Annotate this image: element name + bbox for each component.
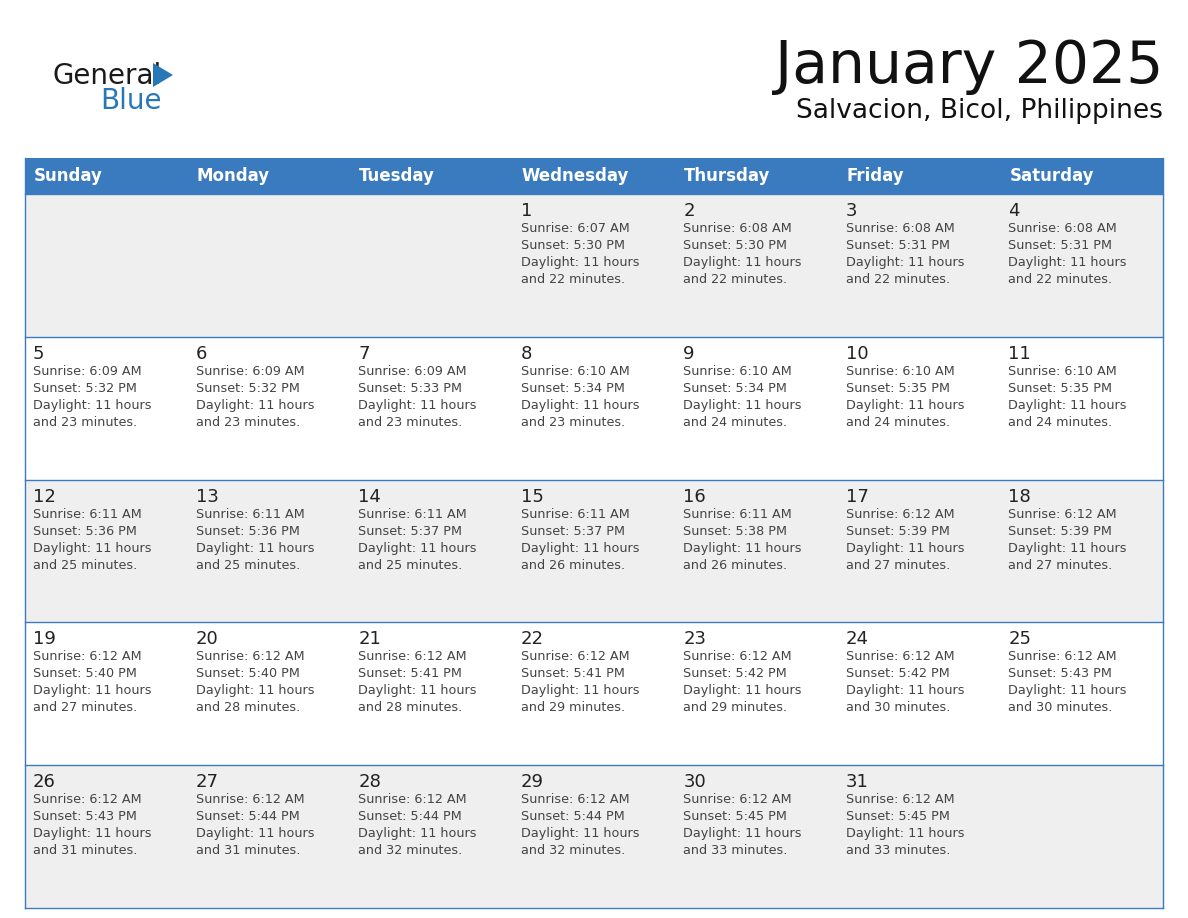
Text: 21: 21: [358, 631, 381, 648]
Bar: [25, 766, 1163, 908]
Text: 12: 12: [33, 487, 56, 506]
Text: Sunrise: 6:12 AM
Sunset: 5:40 PM
Daylight: 11 hours
and 28 minutes.: Sunrise: 6:12 AM Sunset: 5:40 PM Dayligh…: [196, 650, 314, 714]
Text: Friday: Friday: [847, 167, 904, 185]
Text: 27: 27: [196, 773, 219, 791]
Text: 17: 17: [846, 487, 868, 506]
Text: Sunrise: 6:11 AM
Sunset: 5:36 PM
Daylight: 11 hours
and 25 minutes.: Sunrise: 6:11 AM Sunset: 5:36 PM Dayligh…: [33, 508, 152, 572]
Bar: [25, 194, 1163, 337]
Text: Sunrise: 6:12 AM
Sunset: 5:43 PM
Daylight: 11 hours
and 30 minutes.: Sunrise: 6:12 AM Sunset: 5:43 PM Dayligh…: [1009, 650, 1127, 714]
Text: Sunrise: 6:12 AM
Sunset: 5:41 PM
Daylight: 11 hours
and 29 minutes.: Sunrise: 6:12 AM Sunset: 5:41 PM Dayligh…: [520, 650, 639, 714]
Text: Sunrise: 6:08 AM
Sunset: 5:30 PM
Daylight: 11 hours
and 22 minutes.: Sunrise: 6:08 AM Sunset: 5:30 PM Dayligh…: [683, 222, 802, 286]
Text: Tuesday: Tuesday: [359, 167, 435, 185]
Text: January 2025: January 2025: [775, 38, 1163, 95]
Bar: [25, 158, 188, 194]
Text: Sunrise: 6:12 AM
Sunset: 5:44 PM
Daylight: 11 hours
and 31 minutes.: Sunrise: 6:12 AM Sunset: 5:44 PM Dayligh…: [196, 793, 314, 857]
Text: Blue: Blue: [100, 87, 162, 115]
Text: 4: 4: [1009, 202, 1020, 220]
Text: 23: 23: [683, 631, 707, 648]
Bar: [675, 158, 838, 194]
Text: Salvacion, Bicol, Philippines: Salvacion, Bicol, Philippines: [796, 98, 1163, 124]
Text: 2: 2: [683, 202, 695, 220]
Text: Sunrise: 6:09 AM
Sunset: 5:33 PM
Daylight: 11 hours
and 23 minutes.: Sunrise: 6:09 AM Sunset: 5:33 PM Dayligh…: [358, 364, 476, 429]
Text: Sunrise: 6:12 AM
Sunset: 5:40 PM
Daylight: 11 hours
and 27 minutes.: Sunrise: 6:12 AM Sunset: 5:40 PM Dayligh…: [33, 650, 152, 714]
Text: Sunrise: 6:12 AM
Sunset: 5:41 PM
Daylight: 11 hours
and 28 minutes.: Sunrise: 6:12 AM Sunset: 5:41 PM Dayligh…: [358, 650, 476, 714]
Text: 28: 28: [358, 773, 381, 791]
Text: Sunrise: 6:10 AM
Sunset: 5:35 PM
Daylight: 11 hours
and 24 minutes.: Sunrise: 6:10 AM Sunset: 5:35 PM Dayligh…: [1009, 364, 1127, 429]
Bar: [513, 158, 675, 194]
Text: Sunrise: 6:12 AM
Sunset: 5:39 PM
Daylight: 11 hours
and 27 minutes.: Sunrise: 6:12 AM Sunset: 5:39 PM Dayligh…: [1009, 508, 1127, 572]
Text: Sunrise: 6:10 AM
Sunset: 5:35 PM
Daylight: 11 hours
and 24 minutes.: Sunrise: 6:10 AM Sunset: 5:35 PM Dayligh…: [846, 364, 965, 429]
Text: Sunday: Sunday: [34, 167, 103, 185]
Polygon shape: [153, 63, 173, 87]
Text: Sunrise: 6:12 AM
Sunset: 5:45 PM
Daylight: 11 hours
and 33 minutes.: Sunrise: 6:12 AM Sunset: 5:45 PM Dayligh…: [683, 793, 802, 857]
Text: Sunrise: 6:12 AM
Sunset: 5:39 PM
Daylight: 11 hours
and 27 minutes.: Sunrise: 6:12 AM Sunset: 5:39 PM Dayligh…: [846, 508, 965, 572]
Text: 7: 7: [358, 345, 369, 363]
Text: Saturday: Saturday: [1010, 167, 1094, 185]
Text: Sunrise: 6:11 AM
Sunset: 5:37 PM
Daylight: 11 hours
and 26 minutes.: Sunrise: 6:11 AM Sunset: 5:37 PM Dayligh…: [520, 508, 639, 572]
Text: Sunrise: 6:12 AM
Sunset: 5:42 PM
Daylight: 11 hours
and 29 minutes.: Sunrise: 6:12 AM Sunset: 5:42 PM Dayligh…: [683, 650, 802, 714]
Text: 29: 29: [520, 773, 544, 791]
Bar: [25, 622, 1163, 766]
Text: Monday: Monday: [196, 167, 270, 185]
Bar: [25, 337, 1163, 479]
Text: 8: 8: [520, 345, 532, 363]
Text: 5: 5: [33, 345, 44, 363]
Text: 30: 30: [683, 773, 706, 791]
Text: 24: 24: [846, 631, 868, 648]
Bar: [1000, 158, 1163, 194]
Bar: [188, 158, 350, 194]
Text: 31: 31: [846, 773, 868, 791]
Text: 13: 13: [196, 487, 219, 506]
Text: Sunrise: 6:08 AM
Sunset: 5:31 PM
Daylight: 11 hours
and 22 minutes.: Sunrise: 6:08 AM Sunset: 5:31 PM Dayligh…: [846, 222, 965, 286]
Text: 18: 18: [1009, 487, 1031, 506]
Text: 22: 22: [520, 631, 544, 648]
Text: 1: 1: [520, 202, 532, 220]
Text: Sunrise: 6:12 AM
Sunset: 5:45 PM
Daylight: 11 hours
and 33 minutes.: Sunrise: 6:12 AM Sunset: 5:45 PM Dayligh…: [846, 793, 965, 857]
Text: 3: 3: [846, 202, 858, 220]
Text: 20: 20: [196, 631, 219, 648]
Bar: [25, 479, 1163, 622]
Text: Sunrise: 6:09 AM
Sunset: 5:32 PM
Daylight: 11 hours
and 23 minutes.: Sunrise: 6:09 AM Sunset: 5:32 PM Dayligh…: [196, 364, 314, 429]
Text: Sunrise: 6:10 AM
Sunset: 5:34 PM
Daylight: 11 hours
and 23 minutes.: Sunrise: 6:10 AM Sunset: 5:34 PM Dayligh…: [520, 364, 639, 429]
Text: Thursday: Thursday: [684, 167, 771, 185]
Text: 25: 25: [1009, 631, 1031, 648]
Text: Sunrise: 6:11 AM
Sunset: 5:38 PM
Daylight: 11 hours
and 26 minutes.: Sunrise: 6:11 AM Sunset: 5:38 PM Dayligh…: [683, 508, 802, 572]
Text: Sunrise: 6:10 AM
Sunset: 5:34 PM
Daylight: 11 hours
and 24 minutes.: Sunrise: 6:10 AM Sunset: 5:34 PM Dayligh…: [683, 364, 802, 429]
Text: 16: 16: [683, 487, 706, 506]
Text: Sunrise: 6:11 AM
Sunset: 5:36 PM
Daylight: 11 hours
and 25 minutes.: Sunrise: 6:11 AM Sunset: 5:36 PM Dayligh…: [196, 508, 314, 572]
Text: 15: 15: [520, 487, 544, 506]
Text: Sunrise: 6:12 AM
Sunset: 5:44 PM
Daylight: 11 hours
and 32 minutes.: Sunrise: 6:12 AM Sunset: 5:44 PM Dayligh…: [358, 793, 476, 857]
Text: 10: 10: [846, 345, 868, 363]
Text: 19: 19: [33, 631, 56, 648]
Text: Sunrise: 6:07 AM
Sunset: 5:30 PM
Daylight: 11 hours
and 22 minutes.: Sunrise: 6:07 AM Sunset: 5:30 PM Dayligh…: [520, 222, 639, 286]
Text: Sunrise: 6:08 AM
Sunset: 5:31 PM
Daylight: 11 hours
and 22 minutes.: Sunrise: 6:08 AM Sunset: 5:31 PM Dayligh…: [1009, 222, 1127, 286]
Text: 11: 11: [1009, 345, 1031, 363]
Text: Sunrise: 6:12 AM
Sunset: 5:43 PM
Daylight: 11 hours
and 31 minutes.: Sunrise: 6:12 AM Sunset: 5:43 PM Dayligh…: [33, 793, 152, 857]
Text: Wednesday: Wednesday: [522, 167, 630, 185]
Text: 26: 26: [33, 773, 56, 791]
Text: Sunrise: 6:12 AM
Sunset: 5:42 PM
Daylight: 11 hours
and 30 minutes.: Sunrise: 6:12 AM Sunset: 5:42 PM Dayligh…: [846, 650, 965, 714]
Bar: [838, 158, 1000, 194]
Text: Sunrise: 6:12 AM
Sunset: 5:44 PM
Daylight: 11 hours
and 32 minutes.: Sunrise: 6:12 AM Sunset: 5:44 PM Dayligh…: [520, 793, 639, 857]
Text: 14: 14: [358, 487, 381, 506]
Text: General: General: [52, 62, 162, 90]
Text: Sunrise: 6:11 AM
Sunset: 5:37 PM
Daylight: 11 hours
and 25 minutes.: Sunrise: 6:11 AM Sunset: 5:37 PM Dayligh…: [358, 508, 476, 572]
Text: 6: 6: [196, 345, 207, 363]
Bar: [350, 158, 513, 194]
Text: 9: 9: [683, 345, 695, 363]
Text: Sunrise: 6:09 AM
Sunset: 5:32 PM
Daylight: 11 hours
and 23 minutes.: Sunrise: 6:09 AM Sunset: 5:32 PM Dayligh…: [33, 364, 152, 429]
